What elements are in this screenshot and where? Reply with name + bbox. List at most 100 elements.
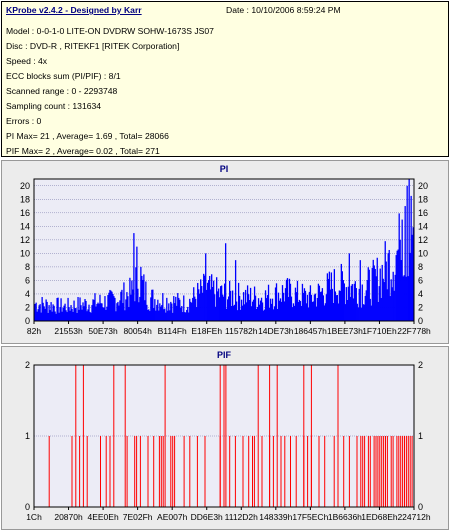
pi-bar <box>145 281 147 321</box>
pi-bar <box>180 307 182 321</box>
pi-bar <box>112 293 114 321</box>
pi-bar <box>317 283 320 321</box>
pi-bar <box>195 298 197 321</box>
pi-bar <box>178 297 180 321</box>
pi-bar <box>120 291 122 321</box>
pi-bar <box>141 275 143 321</box>
pi-bar <box>127 296 129 321</box>
pi-bar <box>278 300 281 321</box>
pi-bar <box>190 301 192 321</box>
pi-bar <box>277 292 280 321</box>
pi-bar <box>186 309 188 321</box>
pi-bar <box>291 307 294 321</box>
pi-bar <box>49 310 51 321</box>
pi-bar <box>132 289 134 321</box>
pi-bar <box>205 253 207 321</box>
pi-bar <box>290 296 293 321</box>
pi-bar <box>152 289 154 321</box>
pi-bar <box>95 306 97 321</box>
pi-bar <box>260 297 263 321</box>
pi-bar <box>371 267 373 321</box>
chart-title: PIF <box>217 350 232 360</box>
y-tick-label-left: 2 <box>25 360 30 370</box>
x-tick-label: 1B6636h <box>328 512 362 522</box>
pi-bar <box>133 233 135 321</box>
x-tick-label: 1BEE73h <box>327 326 363 336</box>
pi-bar <box>138 302 140 321</box>
pi-bar <box>288 278 291 321</box>
pi-bar <box>284 288 287 321</box>
pi-bar <box>377 301 379 321</box>
pi-bar <box>343 283 345 321</box>
pi-bar <box>170 301 172 321</box>
pi-bar <box>271 298 274 321</box>
pi-bar <box>58 312 60 321</box>
pi-bar <box>209 275 211 321</box>
pi-bar <box>393 290 395 321</box>
pi-bar <box>310 294 313 321</box>
chart-title: PI <box>220 164 229 174</box>
pi-bar <box>192 297 194 321</box>
x-tick-label: AE007h <box>157 512 188 522</box>
pi-bar <box>59 307 61 321</box>
pi-bar <box>315 306 318 321</box>
info-pif-summary: PIF Max= 2 , Average= 0.02 , Total= 271 <box>6 146 160 156</box>
pi-bar <box>80 305 82 321</box>
pi-bar <box>321 288 324 321</box>
pi-bar <box>173 296 175 321</box>
pi-bar <box>282 292 285 321</box>
pi-bar <box>366 280 368 321</box>
info-panel: KProbe v2.4.2 - Designed by Karr Date : … <box>1 1 449 157</box>
pi-bar <box>302 292 305 321</box>
pi-bar <box>107 295 109 321</box>
pi-bar <box>241 305 244 321</box>
pi-bar <box>374 268 376 321</box>
info-errors: Errors : 0 <box>6 116 42 126</box>
pi-bar <box>292 303 295 321</box>
pi-bar <box>118 305 120 321</box>
y-tick-label-left: 12 <box>20 235 30 245</box>
pi-bar <box>106 306 108 321</box>
pi-bar <box>57 297 59 321</box>
pi-bar <box>230 306 233 321</box>
pi-bar <box>238 295 241 321</box>
pi-bar <box>379 268 381 321</box>
pi-bar <box>131 280 133 321</box>
pi-bar <box>336 294 338 321</box>
y-tick-label-right: 20 <box>418 181 428 191</box>
pi-bar <box>289 283 292 321</box>
pi-bar <box>353 283 355 321</box>
pi-bar <box>93 299 95 321</box>
pi-bar <box>272 309 275 321</box>
pi-bar <box>125 299 127 321</box>
pi-bar <box>390 279 392 321</box>
pi-bar <box>111 291 113 321</box>
y-tick-label-left: 0 <box>25 316 30 326</box>
pi-bar <box>86 311 88 321</box>
pi-bar <box>395 255 397 321</box>
pi-bar <box>74 308 76 321</box>
x-tick-label: 22F778h <box>397 326 431 336</box>
pi-bar <box>140 266 142 321</box>
pi-bar <box>318 285 321 321</box>
pi-bar <box>65 310 67 321</box>
pi-bar <box>89 311 91 321</box>
pi-bar <box>211 274 213 321</box>
pi-bar <box>250 306 253 321</box>
pi-bar <box>307 307 310 321</box>
x-tick-label: DD6E3h <box>191 512 223 522</box>
pi-bar <box>261 302 264 321</box>
pi-bar <box>47 312 49 321</box>
pi-bar <box>242 292 245 321</box>
pi-bar <box>403 275 405 321</box>
pi-bar <box>79 297 81 321</box>
pi-bar <box>81 309 83 321</box>
y-tick-label-right: 4 <box>418 289 423 299</box>
pi-bar <box>147 309 149 321</box>
info-sampling: Sampling count : 131634 <box>6 101 102 111</box>
pi-bar <box>316 297 319 321</box>
x-tick-label: 148339h <box>259 512 292 522</box>
pi-bar <box>309 285 312 321</box>
pi-bar <box>329 289 332 321</box>
pi-bar <box>39 304 41 321</box>
